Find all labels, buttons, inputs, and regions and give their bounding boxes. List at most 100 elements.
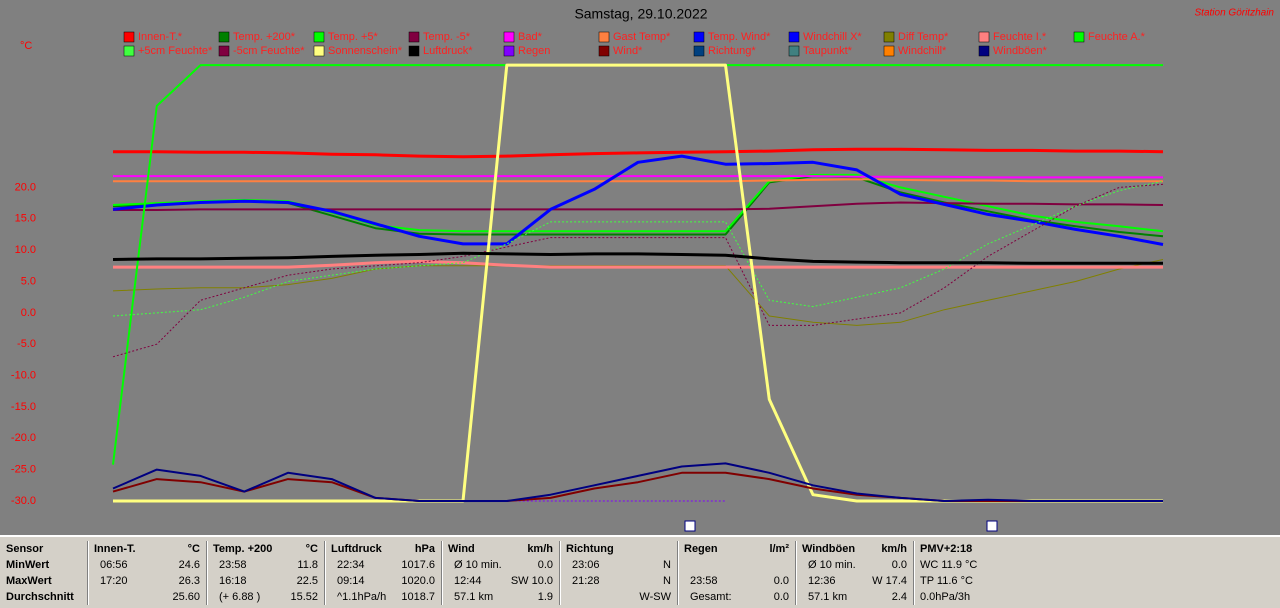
- cell: 09:14: [337, 575, 365, 587]
- cell: 57.1 km: [808, 591, 848, 603]
- y-tick-label: -30.0: [11, 495, 36, 507]
- legend-label: Windchill X*: [803, 31, 862, 43]
- table-column: Luftdruck hPa 22:34 1017.6 09:14 1020.0 ^1.1hP…: [325, 541, 442, 605]
- legend-label: Temp. -5*: [423, 31, 471, 43]
- cell: 0.0: [773, 591, 789, 603]
- cell: MaxWert: [6, 575, 52, 587]
- legend-label: Sonnenschein*: [328, 45, 403, 57]
- legend-swatch: [693, 45, 705, 57]
- legend-label: Temp. +200*: [233, 31, 296, 43]
- series-line: [112, 183, 1164, 358]
- cell: 11.8: [297, 559, 318, 571]
- y-tick-label: 15.0: [15, 213, 36, 225]
- cell: 23:58: [690, 575, 718, 587]
- legend-label: Bad*: [518, 31, 543, 43]
- series-line: [113, 175, 1163, 179]
- legend-swatch: [313, 45, 325, 57]
- column-header: Sensor: [6, 543, 44, 555]
- series-line: [113, 178, 1163, 183]
- legend-swatch: [313, 31, 325, 43]
- chart: Samstag, 29.10.2022 Station Göritzhain °…: [11, 6, 1275, 532]
- column-header: Windböen: [802, 543, 856, 555]
- legend-swatch: [883, 31, 895, 43]
- station-name: Station Göritzhain: [1195, 8, 1275, 19]
- y-tick-label: -20.0: [11, 432, 36, 444]
- cell: 17:20: [100, 575, 128, 587]
- column-header: Richtung: [566, 543, 614, 555]
- series-line: [112, 259, 1164, 326]
- legend-swatch: [788, 45, 800, 57]
- table-column: Temp. +200 °C 23:58 11.8 16:18 22.5 (+ 6.88 ) 1…: [207, 541, 325, 605]
- cell: 0.0: [537, 559, 553, 571]
- cell: Gesamt:: [690, 591, 732, 603]
- legend-swatch: [978, 45, 990, 57]
- chart-title: Samstag, 29.10.2022: [574, 6, 707, 22]
- legend-label: Feuchte I.*: [993, 31, 1047, 43]
- legend-label: Richtung*: [708, 45, 756, 57]
- series-line: [113, 63, 1163, 503]
- legend-label: Luftdruck*: [423, 45, 473, 57]
- legend-label: -5cm Feuchte*: [233, 45, 305, 57]
- cell: 0.0: [773, 575, 789, 587]
- cell: 2.4: [891, 591, 907, 603]
- cell: 1018.7: [401, 591, 435, 603]
- cell: W-SW: [639, 591, 671, 603]
- table-column: Regen l/m² 23:58 0.0 Gesamt: 0.0: [678, 541, 796, 605]
- column-header: Innen-T.: [94, 543, 136, 555]
- series-line: [112, 154, 1164, 246]
- table-column: Innen-T. °C 06:56 24.6 17:20 26.3 25.60: [88, 541, 207, 605]
- column-header: PMV+2:18: [920, 543, 973, 555]
- icon: [986, 520, 998, 532]
- cell: SW 10.0: [510, 575, 553, 587]
- y-tick-label: -5.0: [17, 338, 36, 350]
- column-header: Temp. +200: [213, 543, 273, 555]
- y-tick-label: 5.0: [21, 275, 36, 287]
- column-unit: km/h: [881, 543, 907, 555]
- cell: 0.0: [891, 559, 907, 571]
- legend-label: Windchill*: [898, 45, 947, 57]
- table-column: Wind km/h Ø 10 min. 0.0 12:44 SW 10.0 57.1 km 1…: [442, 541, 560, 605]
- cell: N: [663, 575, 671, 587]
- cell: 25.60: [172, 591, 200, 603]
- icon: [684, 520, 696, 532]
- legend-label: Windböen*: [993, 45, 1048, 57]
- series-line: [112, 180, 1164, 317]
- cell: 0.0hPa/3h: [920, 591, 971, 603]
- column-unit: °C: [187, 543, 200, 555]
- cell: 21:28: [572, 575, 600, 587]
- series-line: [112, 251, 1163, 265]
- series-line: [112, 64, 1163, 465]
- legend-swatch: [408, 45, 420, 57]
- cell: 1.9: [537, 591, 553, 603]
- cell: WC 11.9 °C: [920, 559, 978, 571]
- cell: 1020.0: [401, 575, 435, 587]
- column-header: Wind: [448, 543, 475, 555]
- cell: 06:56: [100, 559, 128, 571]
- legend-label: Diff Temp*: [898, 31, 949, 43]
- cell: 15.52: [290, 591, 318, 603]
- column-unit: hPa: [414, 543, 435, 555]
- y-tick-label: -10.0: [11, 369, 36, 381]
- cell: N: [663, 559, 671, 571]
- cell: 22.5: [296, 575, 318, 587]
- cell: 57.1 km: [454, 591, 494, 603]
- legend-swatch: [408, 31, 420, 43]
- column-unit: l/m²: [769, 543, 789, 555]
- cell: Ø 10 min.: [454, 559, 502, 571]
- cell: TP 11.6 °C: [920, 575, 973, 587]
- series-line: [113, 201, 1164, 211]
- cell: 16:18: [219, 575, 247, 587]
- legend-swatch: [598, 45, 610, 57]
- series-line: [113, 147, 1164, 159]
- table-column: Richtung 23:06 N 21:28 N W-SW: [560, 541, 678, 605]
- legend-swatch: [978, 31, 990, 43]
- cell: 1017.6: [401, 559, 435, 571]
- cell: (+ 6.88 ): [219, 591, 261, 603]
- y-tick-label: 20.0: [15, 181, 36, 193]
- table-column: PMV+2:18 WC 11.9 °C TP 11.6 °C 0.0hPa/3h: [914, 541, 1034, 605]
- stats-table: Sensor MinWert MaxWert Durchschnitt Innen-T.…: [0, 535, 1280, 608]
- legend-swatch: [788, 31, 800, 43]
- legend-label: +5cm Feuchte*: [138, 45, 213, 57]
- legend-swatch: [1073, 31, 1085, 43]
- series-line: [112, 462, 1163, 502]
